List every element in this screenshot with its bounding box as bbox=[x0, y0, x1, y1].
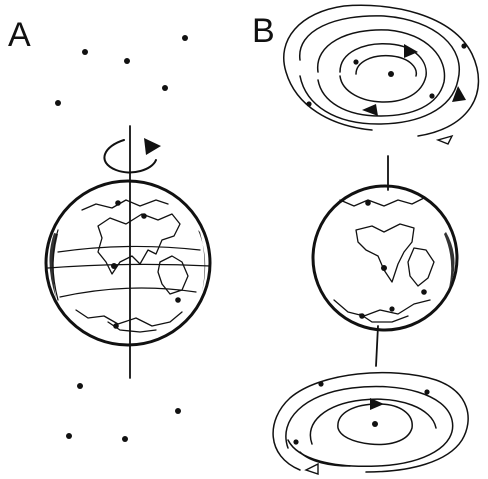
panel-a-stars-top bbox=[55, 35, 188, 106]
star-dot-icon bbox=[77, 383, 83, 389]
circular-star-trail-icon bbox=[272, 371, 469, 475]
earth-globe-icon bbox=[311, 184, 459, 332]
earth-globe-icon bbox=[44, 179, 212, 347]
panel-a bbox=[44, 35, 212, 442]
star-dot-icon bbox=[162, 85, 168, 91]
circular-star-trail-icon bbox=[283, 4, 480, 145]
panel-a-stars-bottom bbox=[66, 383, 181, 442]
panel-label-b: B bbox=[252, 12, 275, 50]
rotation-axis-b-bottom bbox=[375, 325, 379, 367]
star-dot-icon bbox=[55, 100, 61, 106]
panel-b bbox=[272, 4, 480, 475]
star-dot-icon bbox=[182, 35, 188, 41]
curved-arrow-icon bbox=[103, 138, 161, 174]
star-dot-icon bbox=[82, 49, 88, 55]
star-dot-icon bbox=[175, 408, 181, 414]
panel-label-a: A bbox=[8, 16, 31, 54]
star-dot-icon bbox=[122, 436, 128, 442]
star-dot-icon bbox=[66, 433, 72, 439]
star-dot-icon bbox=[124, 58, 130, 64]
